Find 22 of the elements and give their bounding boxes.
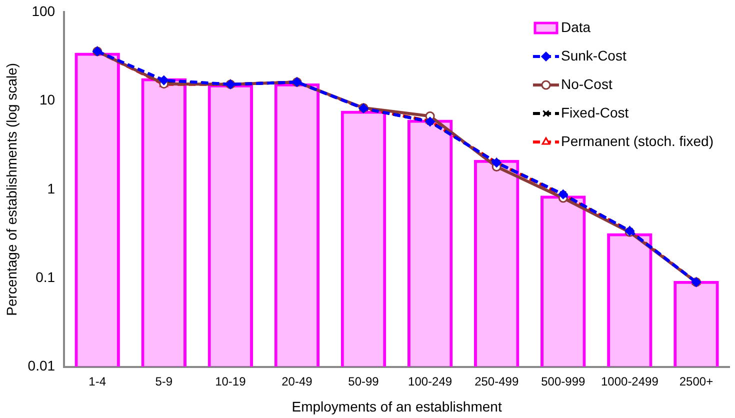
x-tick-label: 20-49 — [282, 374, 313, 388]
x-tick-label: 250-499 — [474, 374, 519, 388]
y-axis-title: Percentage of establishments (log scale) — [3, 62, 20, 316]
legend-label: Sunk-Cost — [560, 47, 626, 64]
legend-label: Fixed-Cost — [560, 104, 629, 120]
x-tick-label: 1000-2499 — [600, 374, 659, 388]
x-tick-label: 50-99 — [348, 374, 380, 388]
legend-label: No-Cost — [560, 76, 612, 92]
x-tick-label: 100-249 — [408, 374, 452, 388]
x-tick-label: 5-9 — [155, 374, 173, 388]
legend-label: Data — [560, 18, 591, 35]
x-tick-label: 10-19 — [215, 374, 246, 388]
y-tick-label: 0.01 — [28, 358, 56, 374]
x-tick-label: 500-999 — [541, 374, 586, 388]
y-tick-label: 100 — [32, 2, 56, 19]
legend-label: Permanent (stoch. fixed) — [560, 132, 714, 149]
x-tick-label: 1-4 — [88, 374, 106, 388]
x-tick-label: 2500+ — [679, 374, 714, 388]
y-tick-label: 10 — [39, 92, 56, 108]
y-tick-label: 0.1 — [36, 268, 56, 285]
x-axis-title: Employments of an establishment — [292, 398, 502, 414]
y-tick-label: 1 — [47, 180, 56, 196]
